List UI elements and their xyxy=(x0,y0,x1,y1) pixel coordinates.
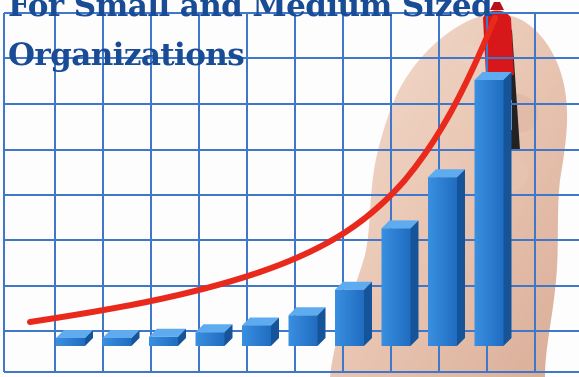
bar-side xyxy=(271,317,279,346)
bar-front xyxy=(428,177,457,346)
bar xyxy=(56,330,93,346)
bar-top xyxy=(335,281,372,290)
bar-top xyxy=(102,330,140,338)
bar xyxy=(474,72,512,346)
bar-top xyxy=(195,324,233,333)
bar-top xyxy=(428,169,465,178)
bar-side xyxy=(178,328,186,346)
bar-side xyxy=(503,72,512,346)
bar-front xyxy=(56,338,85,346)
bar-front xyxy=(195,332,225,346)
bar-top xyxy=(56,330,93,338)
bar-top xyxy=(288,307,326,316)
bar-side xyxy=(410,220,419,346)
bar-front xyxy=(474,80,504,346)
headline-line-1: For Small and Medium Sized xyxy=(8,0,493,24)
bar-side xyxy=(364,281,372,346)
growth-bars xyxy=(56,72,512,346)
bar-front xyxy=(381,228,411,346)
bar-side xyxy=(457,169,465,346)
bar-side xyxy=(224,324,233,346)
bar-side xyxy=(85,330,93,346)
bar-top xyxy=(381,220,419,229)
bar-front xyxy=(242,325,271,346)
trend-line xyxy=(27,15,498,325)
bar xyxy=(335,281,372,346)
bar xyxy=(288,307,326,346)
bar xyxy=(149,328,186,346)
bar-side xyxy=(131,330,140,346)
bar-top xyxy=(474,72,512,80)
bar xyxy=(102,330,140,346)
bar xyxy=(242,317,279,346)
bar-top xyxy=(242,317,279,326)
bar-front xyxy=(288,315,318,346)
bar-front xyxy=(102,338,132,346)
bar xyxy=(195,324,233,346)
bar-top xyxy=(149,328,186,337)
bar-front xyxy=(149,336,178,346)
bar xyxy=(428,169,465,346)
bar-front xyxy=(335,289,364,346)
bar xyxy=(381,220,419,346)
headline-line-2: Organizations xyxy=(8,37,245,73)
bar-side xyxy=(317,307,326,346)
